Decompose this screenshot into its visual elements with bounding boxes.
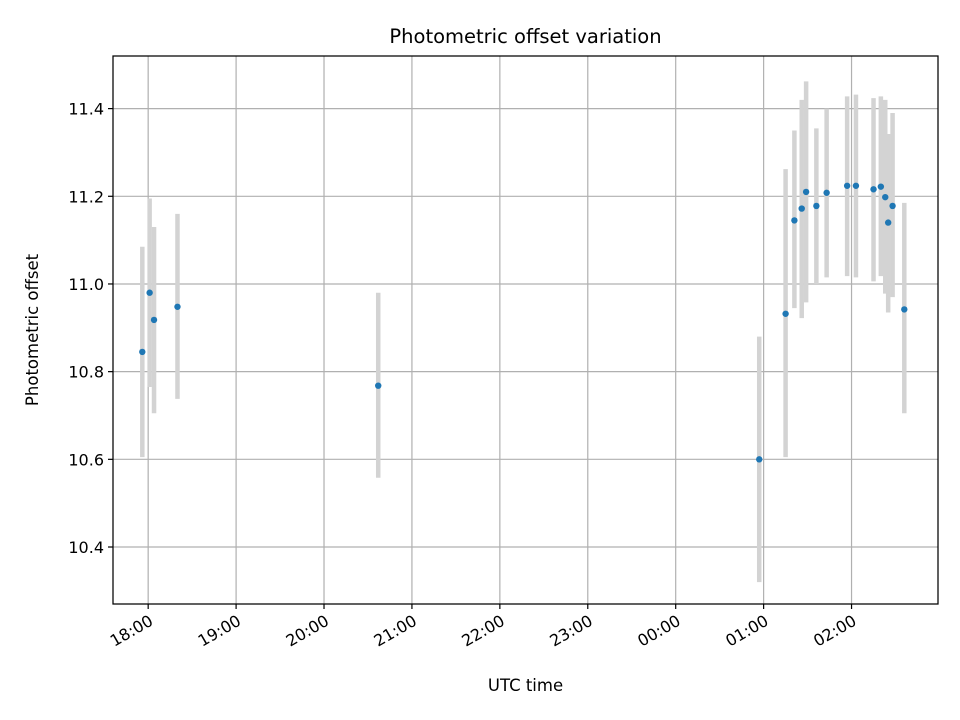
y-tick-label: 10.6 bbox=[68, 450, 104, 469]
data-point bbox=[843, 182, 851, 189]
chart-title: Photometric offset variation bbox=[389, 25, 661, 48]
data-point bbox=[139, 348, 146, 356]
data-point bbox=[802, 188, 810, 196]
data-point bbox=[375, 382, 382, 389]
data-point bbox=[798, 205, 805, 212]
grid-lines bbox=[113, 56, 938, 604]
data-point bbox=[889, 202, 896, 210]
data-point bbox=[823, 189, 830, 196]
y-tick-label: 11.4 bbox=[68, 100, 104, 119]
y-tick-label: 11.0 bbox=[68, 275, 104, 294]
y-axis-label: Photometric offset bbox=[23, 253, 42, 406]
data-point bbox=[146, 289, 153, 296]
data-point bbox=[791, 217, 798, 224]
data-point bbox=[877, 183, 885, 190]
y-tick-label: 10.4 bbox=[68, 538, 104, 557]
y-tick-label: 10.8 bbox=[68, 363, 104, 382]
x-axis-label: UTC time bbox=[488, 676, 563, 695]
data-point bbox=[852, 182, 860, 189]
data-point bbox=[150, 316, 158, 324]
data-point bbox=[782, 310, 789, 317]
data-point bbox=[813, 202, 820, 210]
data-points bbox=[139, 182, 908, 463]
data-point bbox=[882, 193, 889, 201]
y-tick-label: 11.2 bbox=[68, 187, 104, 206]
data-point bbox=[756, 456, 763, 463]
data-point bbox=[884, 219, 892, 226]
data-point bbox=[901, 306, 908, 313]
data-point bbox=[870, 186, 877, 193]
y-axis-ticks: 10.4 10.6 10.8 11.0 11.2 11.4 bbox=[68, 100, 113, 557]
data-point bbox=[174, 303, 181, 310]
plot-frame bbox=[112, 55, 939, 605]
